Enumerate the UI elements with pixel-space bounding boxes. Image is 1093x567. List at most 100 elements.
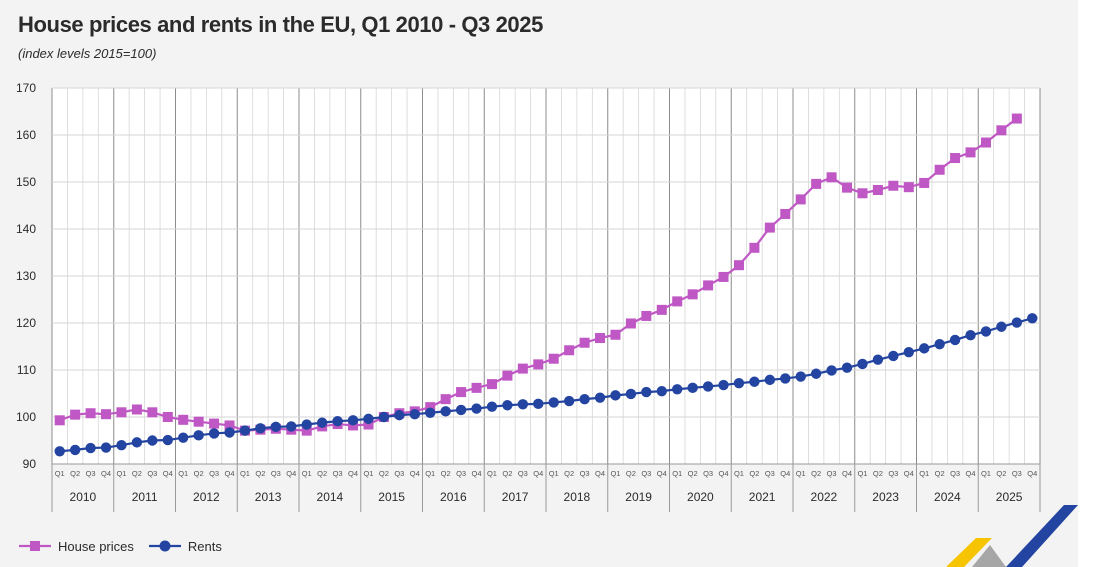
rents-point (147, 435, 158, 446)
quarter-tick-label: Q2 (626, 469, 636, 478)
quarter-tick-label: Q4 (780, 469, 790, 478)
quarter-tick-label: Q4 (225, 469, 235, 478)
chart-subtitle: (index levels 2015=100) (18, 46, 157, 61)
quarter-tick-label: Q4 (966, 469, 976, 478)
house-prices-point (579, 337, 590, 348)
house-prices-point (903, 182, 914, 193)
quarter-tick-label: Q2 (873, 469, 883, 478)
house-prices-point (641, 310, 652, 321)
house-prices-point (101, 409, 112, 420)
rents-point (100, 442, 112, 453)
y-tick-label: 170 (16, 81, 36, 95)
year-tick-label: 2020 (687, 490, 714, 504)
quarter-tick-label: Q3 (333, 469, 343, 478)
y-tick-label: 100 (16, 410, 36, 424)
rents-point (69, 444, 81, 456)
quarter-tick-label: Q2 (132, 469, 142, 478)
rents-point (502, 400, 513, 411)
house-prices-point (857, 188, 868, 199)
y-tick-label: 110 (17, 363, 36, 377)
year-tick-label: 2021 (749, 490, 776, 504)
house-prices-point (980, 137, 991, 148)
rents-point (440, 406, 451, 417)
quarter-tick-label: Q2 (749, 469, 759, 478)
quarter-tick-label: Q4 (472, 469, 482, 478)
quarter-tick-label: Q2 (317, 469, 327, 478)
quarter-tick-label: Q2 (255, 469, 265, 478)
quarter-tick-label: Q1 (734, 469, 744, 478)
rents-point (409, 408, 420, 420)
year-tick-label: 2014 (317, 490, 344, 504)
quarter-tick-label: Q1 (919, 469, 929, 478)
quarter-tick-label: Q3 (703, 469, 713, 478)
house-prices-point (517, 363, 528, 374)
quarter-tick-label: Q2 (996, 469, 1006, 478)
house-prices-point (965, 147, 976, 158)
rents-point (656, 385, 667, 397)
quarter-tick-label: Q1 (981, 469, 991, 478)
quarter-tick-label: Q3 (147, 469, 157, 478)
legend-item-rents[interactable]: Rents (148, 539, 222, 554)
rents-point (594, 392, 606, 403)
house-prices-point (471, 382, 482, 393)
legend-item-house-prices[interactable]: House prices (18, 539, 134, 554)
rents-point (85, 442, 96, 454)
rents-point (687, 382, 698, 394)
y-tick-label: 130 (16, 269, 36, 283)
quarter-tick-label: Q2 (379, 469, 389, 478)
year-tick-label: 2015 (378, 490, 405, 504)
house-prices-point (363, 419, 374, 430)
legend-label-house-prices: House prices (58, 538, 134, 554)
year-tick-label: 2011 (132, 490, 158, 504)
quarter-tick-label: Q1 (240, 469, 250, 478)
rents-point (533, 398, 544, 410)
quarter-tick-label: Q1 (116, 469, 126, 478)
rents-point (857, 358, 868, 370)
year-tick-label: 2013 (255, 490, 282, 504)
quarter-tick-label: Q4 (348, 469, 358, 478)
rents-point (919, 343, 930, 354)
house-prices-point (733, 260, 744, 271)
rents-point (872, 354, 884, 365)
rents-point (826, 365, 837, 376)
rents-point (116, 440, 127, 451)
rents-point (949, 334, 961, 346)
rents-point (764, 374, 776, 386)
quarter-tick-label: Q4 (719, 469, 729, 478)
y-tick-label: 150 (16, 175, 36, 189)
rents-point (332, 416, 343, 427)
rents-point (178, 432, 189, 443)
quarter-tick-label: Q3 (271, 469, 281, 478)
house-prices-point (178, 414, 189, 425)
rents-point (54, 446, 65, 457)
quarter-tick-label: Q3 (827, 469, 837, 478)
year-tick-label: 2018 (564, 490, 591, 504)
house-prices-point (795, 194, 806, 205)
rents-point (224, 427, 235, 438)
year-tick-label: 2023 (872, 490, 899, 504)
rents-point (810, 368, 822, 379)
quarter-tick-label: Q2 (70, 469, 80, 478)
quarter-tick-label: Q3 (580, 469, 590, 478)
rents-point (903, 346, 914, 358)
house-prices-point (85, 408, 96, 419)
quarter-tick-label: Q1 (55, 469, 65, 478)
quarter-tick-label: Q4 (657, 469, 667, 478)
house-prices-point (131, 404, 142, 415)
y-tick-label: 160 (16, 128, 36, 142)
quarter-tick-label: Q2 (502, 469, 512, 478)
quarter-tick-label: Q2 (194, 469, 204, 478)
quarter-tick-label: Q4 (163, 469, 173, 478)
year-tick-label: 2016 (440, 490, 467, 504)
rents-point (702, 381, 714, 392)
quarter-tick-label: Q4 (595, 469, 605, 478)
quarter-tick-label: Q3 (950, 469, 960, 478)
quarter-tick-label: Q1 (363, 469, 373, 478)
rents-point (131, 437, 143, 448)
house-prices-point (780, 208, 791, 219)
rents-point (965, 330, 976, 341)
quarter-tick-label: Q4 (904, 469, 914, 478)
house-prices-point (301, 425, 312, 436)
quarter-tick-label: Q1 (549, 469, 559, 478)
